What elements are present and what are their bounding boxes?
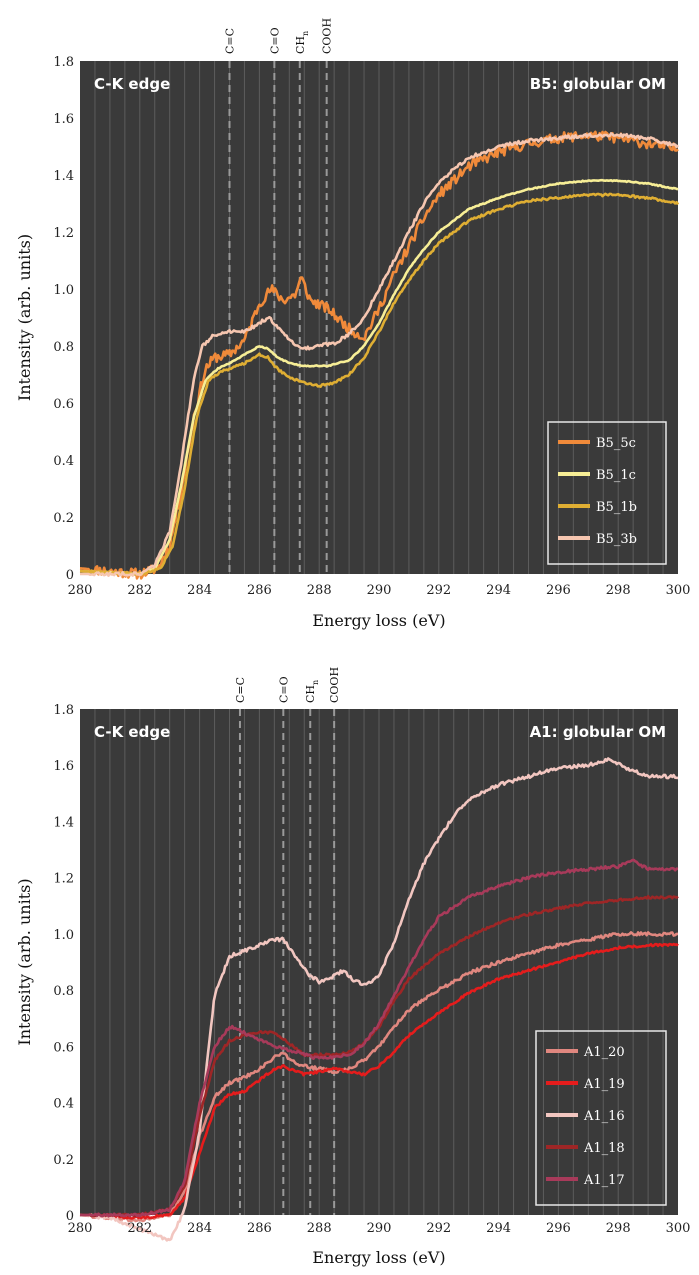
y-tick-label: 1.0 bbox=[53, 283, 74, 298]
peak-marker-label: C=C bbox=[224, 28, 237, 54]
y-tick-label: 0 bbox=[66, 1209, 74, 1224]
x-tick-label: 282 bbox=[127, 1221, 152, 1236]
panel-top-b5: C=C C=O CHn COOH C-K edge B5: globular OM B5_5… bbox=[15, 18, 690, 630]
panel-edge-label: C-K edge bbox=[94, 723, 170, 741]
legend-label: B5_5c bbox=[596, 436, 636, 451]
panel-sample-label: A1: globular OM bbox=[530, 723, 666, 741]
y-tick-label: 1.8 bbox=[53, 55, 74, 70]
y-tick-label: 0 bbox=[66, 568, 74, 583]
series-line bbox=[80, 895, 679, 1218]
peak-marker-text: COOH bbox=[321, 18, 334, 54]
y-tick-label: 1.0 bbox=[53, 928, 74, 943]
y-tick-label: 0.4 bbox=[53, 1097, 74, 1112]
x-tick-label: 294 bbox=[486, 1221, 511, 1236]
peak-marker-text: C=O bbox=[268, 27, 281, 54]
legend-label: B5_1c bbox=[596, 468, 636, 483]
peak-marker-subscript: n bbox=[301, 31, 310, 36]
x-tick-label: 284 bbox=[187, 1221, 212, 1236]
series-line bbox=[79, 942, 679, 1220]
legend-label: A1_18 bbox=[583, 1141, 625, 1156]
series-line bbox=[79, 192, 680, 577]
peak-marker-text: CH bbox=[294, 36, 307, 54]
x-tick-label: 284 bbox=[187, 583, 212, 598]
x-tick-label: 280 bbox=[68, 1221, 93, 1236]
series-line bbox=[80, 858, 679, 1218]
y-tick-label: 0.6 bbox=[53, 397, 74, 412]
y-tick-label: 1.8 bbox=[53, 703, 74, 718]
x-tick-label: 282 bbox=[127, 583, 152, 598]
peak-marker-label: COOH bbox=[321, 18, 334, 54]
y-tick-label: 1.6 bbox=[53, 759, 74, 774]
y-axis-title: Intensity (arb. units) bbox=[15, 234, 34, 401]
x-tick-label: 292 bbox=[426, 1221, 451, 1236]
series-line bbox=[80, 132, 680, 577]
x-tick-label: 280 bbox=[68, 583, 93, 598]
y-tick-label: 0.8 bbox=[53, 984, 74, 999]
peak-marker-label: CHn bbox=[304, 680, 320, 703]
panel-edge-label: C-K edge bbox=[94, 75, 170, 93]
legend-box bbox=[535, 1030, 667, 1206]
panel-sample-label: B5: globular OM bbox=[530, 75, 666, 93]
peak-marker-subscript: n bbox=[311, 680, 320, 685]
x-tick-label: 298 bbox=[606, 1221, 631, 1236]
x-tick-label: 296 bbox=[546, 583, 571, 598]
y-tick-label: 0.8 bbox=[53, 340, 74, 355]
y-tick-label: 1.2 bbox=[53, 226, 74, 241]
x-tick-label: 292 bbox=[426, 583, 451, 598]
y-tick-label: 0.2 bbox=[53, 511, 74, 526]
panel-bottom-a1: C=C C=O CHn COOH C-K edge A1: globular OM A1_2… bbox=[15, 667, 690, 1267]
x-tick-label: 294 bbox=[486, 583, 511, 598]
peak-marker-label: C=O bbox=[277, 676, 290, 703]
x-tick-label: 290 bbox=[367, 583, 392, 598]
x-axis-title: Energy loss (eV) bbox=[312, 1248, 445, 1267]
legend-label: A1_19 bbox=[583, 1077, 625, 1092]
x-tick-label: 296 bbox=[546, 1221, 571, 1236]
peak-marker-text: COOH bbox=[328, 667, 341, 703]
peak-marker-label: COOH bbox=[328, 667, 341, 703]
legend-box bbox=[547, 421, 667, 565]
y-tick-label: 1.4 bbox=[53, 815, 74, 830]
y-tick-label: 0.4 bbox=[53, 454, 74, 469]
y-tick-label: 0.6 bbox=[53, 1040, 74, 1055]
x-tick-label: 288 bbox=[307, 583, 332, 598]
legend-label: B5_1b bbox=[596, 500, 637, 515]
y-axis-title: Intensity (arb. units) bbox=[15, 878, 34, 1045]
legend-label: B5_3b bbox=[596, 532, 637, 547]
peak-marker-label: C=O bbox=[268, 27, 281, 54]
series-line bbox=[79, 931, 678, 1223]
legend-label: A1_20 bbox=[583, 1045, 625, 1060]
y-tick-label: 1.6 bbox=[53, 112, 74, 127]
x-axis-title: Energy loss (eV) bbox=[312, 611, 445, 630]
y-tick-label: 0.2 bbox=[53, 1153, 74, 1168]
x-tick-label: 286 bbox=[247, 1221, 272, 1236]
series-line bbox=[79, 178, 679, 576]
peak-marker-text: C=C bbox=[234, 677, 247, 703]
x-tick-label: 288 bbox=[307, 1221, 332, 1236]
y-tick-label: 1.2 bbox=[53, 872, 74, 887]
x-tick-label: 300 bbox=[666, 583, 691, 598]
legend-label: A1_17 bbox=[583, 1173, 625, 1188]
y-tick-label: 1.4 bbox=[53, 169, 74, 184]
peak-marker-text: C=O bbox=[277, 676, 290, 703]
x-tick-label: 300 bbox=[666, 1221, 691, 1236]
x-tick-label: 290 bbox=[367, 1221, 392, 1236]
x-tick-label: 286 bbox=[247, 583, 272, 598]
peak-marker-text: C=C bbox=[224, 28, 237, 54]
peak-marker-label: C=C bbox=[234, 677, 247, 703]
legend-label: A1_16 bbox=[583, 1109, 625, 1124]
x-tick-label: 298 bbox=[606, 583, 631, 598]
peak-marker-text: CH bbox=[304, 685, 317, 703]
series-line bbox=[79, 757, 679, 1242]
peak-marker-label: CHn bbox=[294, 31, 310, 54]
